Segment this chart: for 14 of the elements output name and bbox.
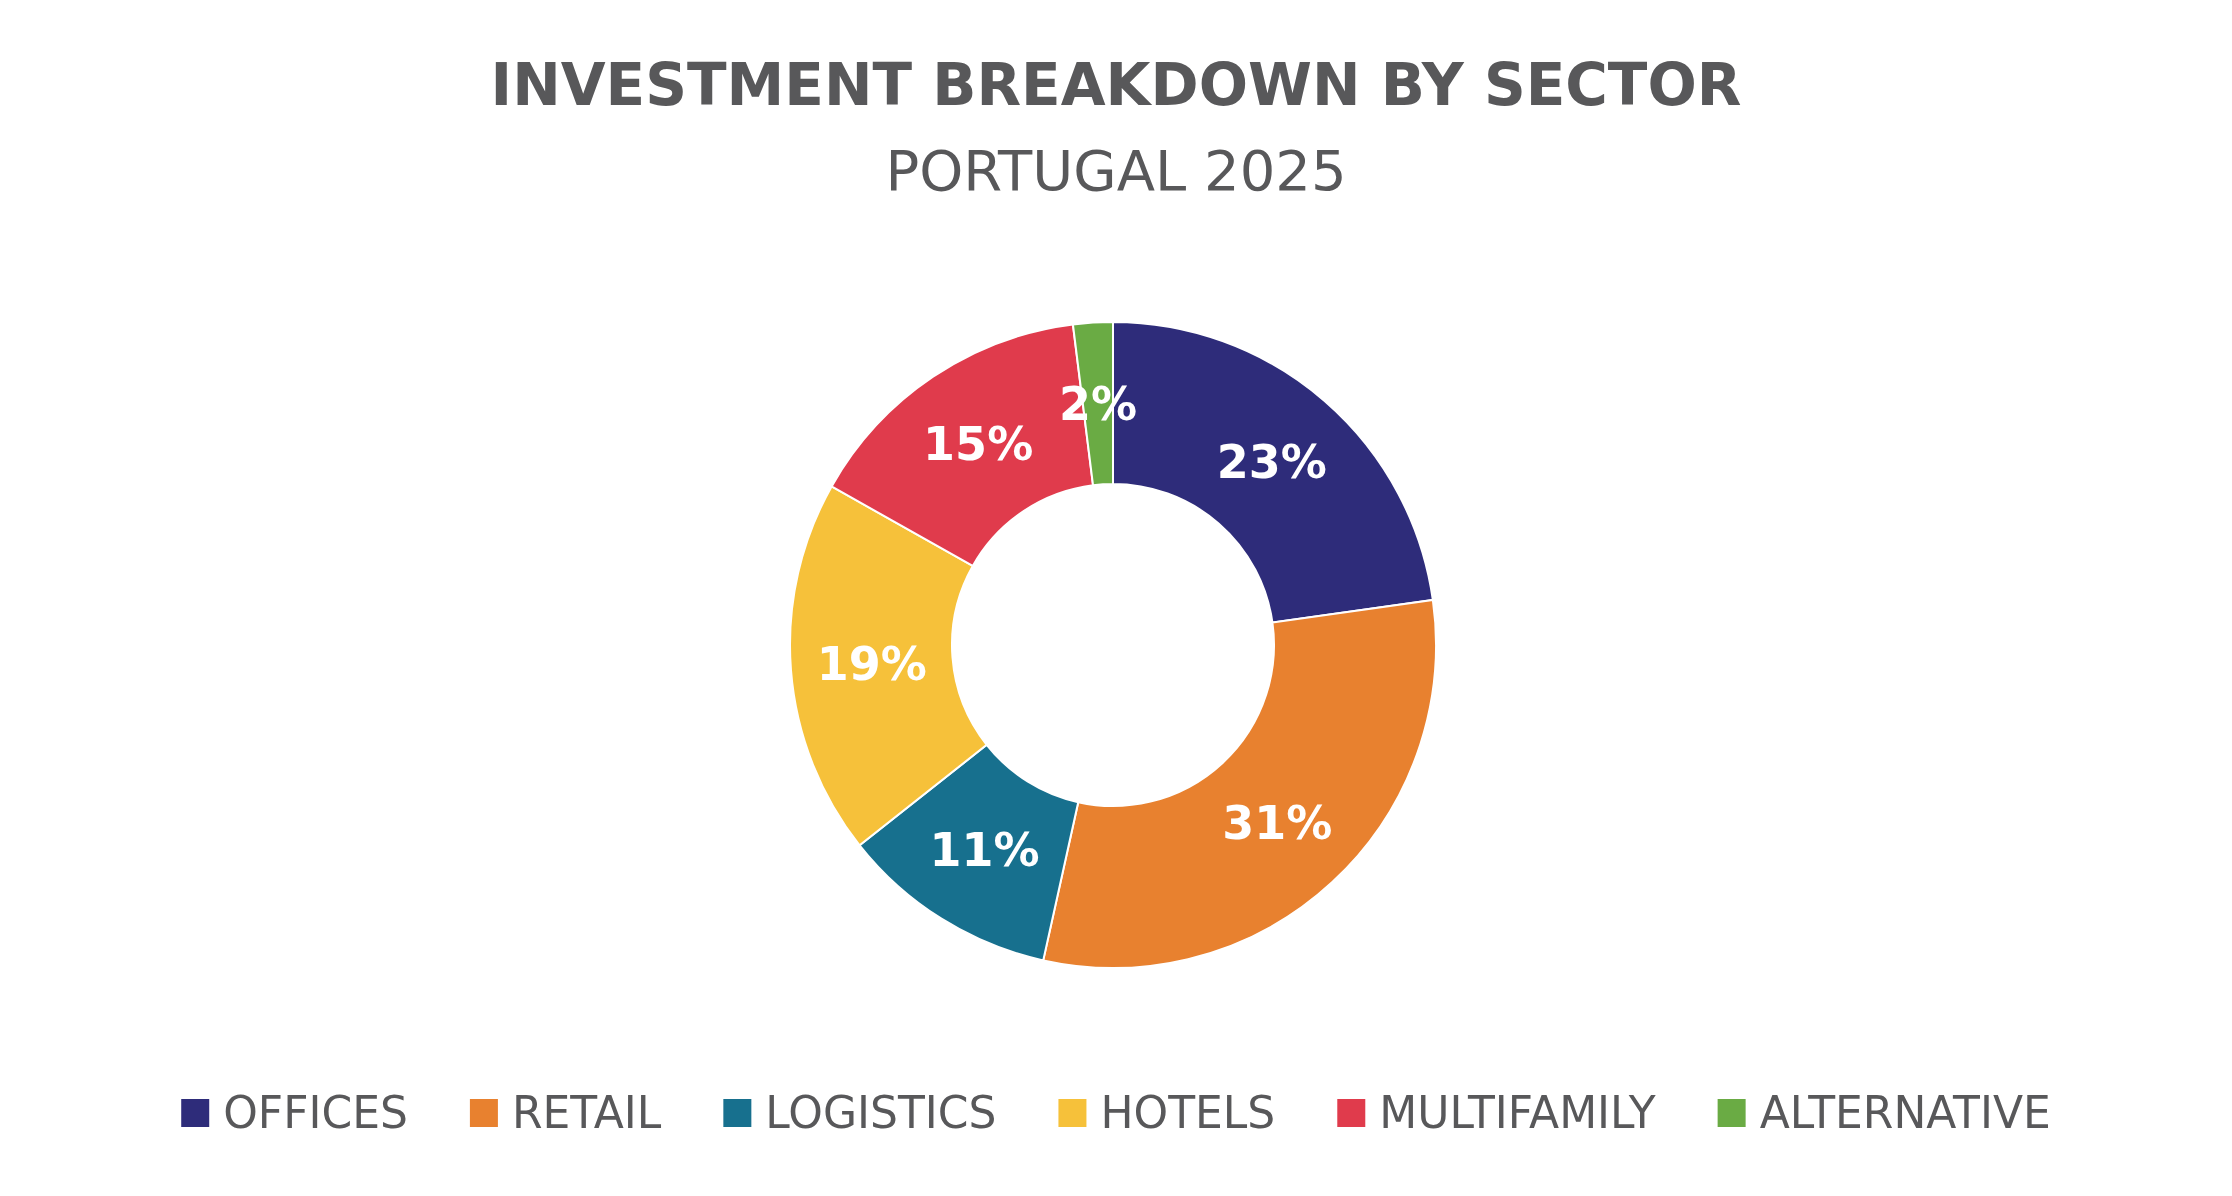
legend-label: ALTERNATIVE: [1759, 1087, 2051, 1139]
chart-subtitle: PORTUGAL 2025: [885, 138, 1347, 203]
data-label: 31%: [1222, 795, 1333, 850]
data-label: 11%: [929, 823, 1040, 878]
data-label: 2%: [1058, 376, 1138, 431]
legend-label: RETAIL: [511, 1087, 662, 1139]
legend-label: MULTIFAMILY: [1379, 1087, 1656, 1139]
legend-label: OFFICES: [223, 1087, 408, 1139]
chart-title: INVESTMENT BREAKDOWN BY SECTOR: [490, 51, 1742, 119]
legend-label: LOGISTICS: [765, 1087, 997, 1139]
legend-label: HOTELS: [1100, 1087, 1276, 1139]
data-label: 15%: [923, 417, 1034, 472]
data-label: 19%: [816, 636, 927, 691]
data-label: 23%: [1216, 435, 1327, 490]
